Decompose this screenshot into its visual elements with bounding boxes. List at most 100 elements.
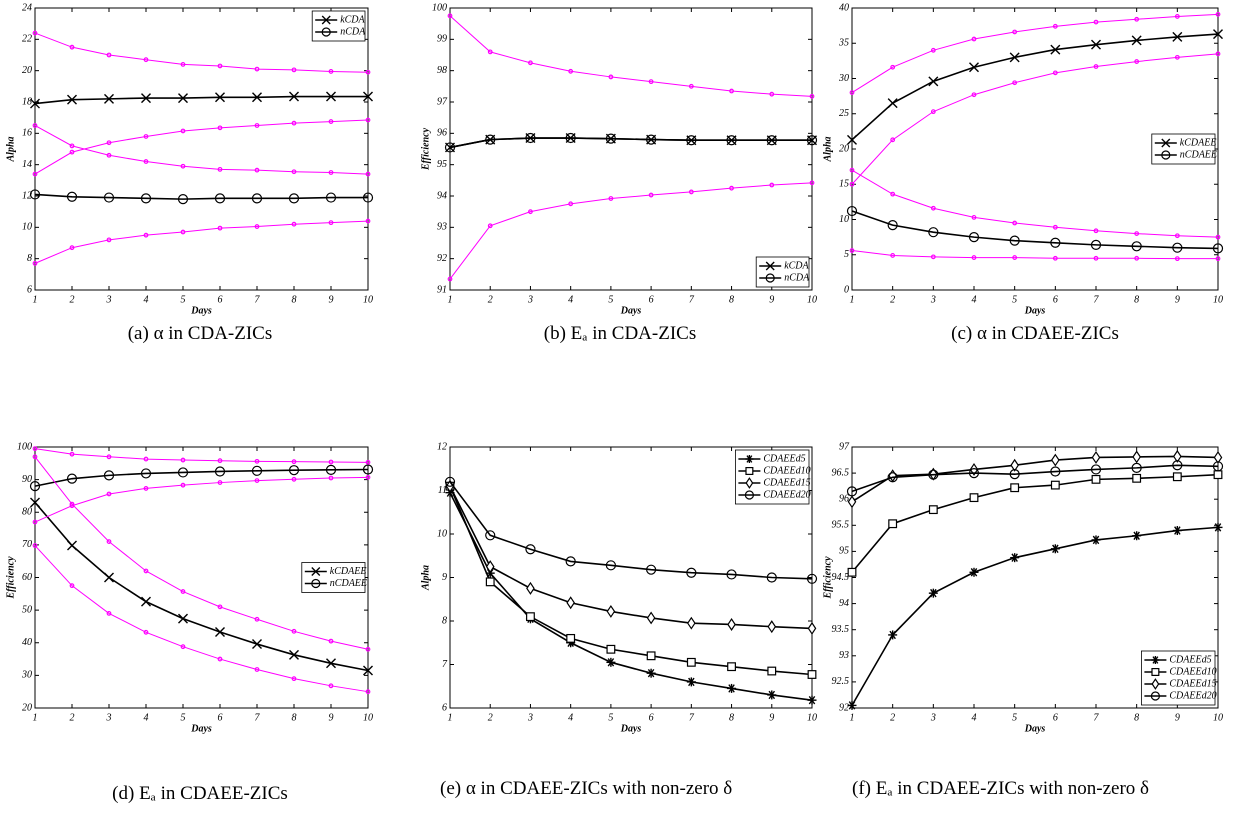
data-point [969,462,979,476]
data-point [487,223,493,229]
x-tick-label: 8 [292,712,297,723]
data-point [727,662,736,672]
y-tick-label: 22 [22,34,32,45]
series-line [34,193,368,200]
series-line [449,481,813,580]
marker-shape [1052,255,1058,261]
data-point [849,248,855,253]
data-point [968,468,980,479]
marker-shape [525,544,536,555]
marker-shape [1090,239,1102,250]
data-point [252,639,262,650]
marker-shape [727,617,736,631]
data-point [363,91,373,102]
data-point [365,689,371,695]
data-point [69,149,75,155]
data-point [526,612,535,622]
data-point [1052,70,1058,76]
data-point [141,93,151,104]
y-tick-label: 6 [27,284,32,295]
marker-stroke [969,62,979,73]
data-point [726,135,737,146]
series-line [34,501,369,672]
marker-shape [608,74,614,80]
data-point [32,454,38,460]
y-axis-label: Alpha [822,136,833,162]
data-point [648,192,654,198]
marker-shape [288,193,300,204]
marker-shape [217,604,223,610]
data-point [1012,80,1018,86]
data-point [1012,29,1018,35]
data-point [328,638,334,644]
data-point [806,573,818,584]
caption: (d) Eₐ in CDAEE-ZICs [112,783,288,804]
data-point [928,588,938,598]
data-point [32,543,38,548]
marker-shape [291,476,297,482]
data-point [928,76,939,87]
marker-shape [849,248,855,253]
x-tick-label: 5 [608,294,613,305]
x-tick-label: 4 [972,294,977,305]
marker-shape [365,459,371,465]
y-tick-label: 35 [838,38,849,49]
marker-shape [1093,228,1099,234]
data-point [847,495,857,509]
data-point [69,451,75,457]
data-point [1093,228,1099,234]
data-point [566,596,575,610]
data-point [143,456,149,462]
data-point [291,67,297,73]
marker-stroke [289,91,299,102]
marker-stroke [1009,52,1020,63]
data-point [254,167,260,173]
x-tick-label: 10 [807,712,817,723]
x-tick-label: 1 [448,294,453,305]
data-point [214,466,226,477]
data-point [32,519,38,525]
data-point [565,132,576,144]
marker-stroke [215,626,225,637]
marker-shape [254,458,260,464]
series-line [449,15,813,97]
x-tick-label: 6 [649,294,654,305]
marker-shape [766,572,777,583]
marker-shape [69,143,75,149]
data-point [289,649,299,660]
x-tick-label: 3 [930,294,936,305]
marker-shape [487,49,493,55]
marker-shape [971,92,977,98]
data-point [767,620,777,634]
marker-shape [1134,59,1140,64]
x-tick-label: 3 [527,712,533,723]
marker-shape [928,469,939,480]
marker-shape [69,245,75,251]
data-point [1009,469,1020,480]
series-line [449,492,813,701]
data-point [1213,29,1223,40]
marker-shape [566,596,575,610]
marker-shape [485,560,495,574]
marker-stroke [67,540,77,551]
marker-shape [1009,235,1020,246]
data-point [686,135,697,146]
data-point [326,658,336,669]
marker-shape [365,474,371,480]
data-point [1134,59,1140,64]
data-point [605,133,616,144]
marker-stroke [311,567,321,576]
y-tick-label: 99 [437,34,447,45]
marker-shape [806,135,818,146]
y-tick-label: 15 [839,179,849,190]
data-point [686,657,696,667]
data-point [365,459,371,465]
legend-marker [745,455,754,463]
data-point [328,459,334,465]
marker-stroke [141,93,151,104]
data-point [328,170,334,175]
marker-stroke [104,93,114,104]
marker-shape [143,159,149,164]
series-line [34,125,369,175]
data-point [143,629,149,635]
